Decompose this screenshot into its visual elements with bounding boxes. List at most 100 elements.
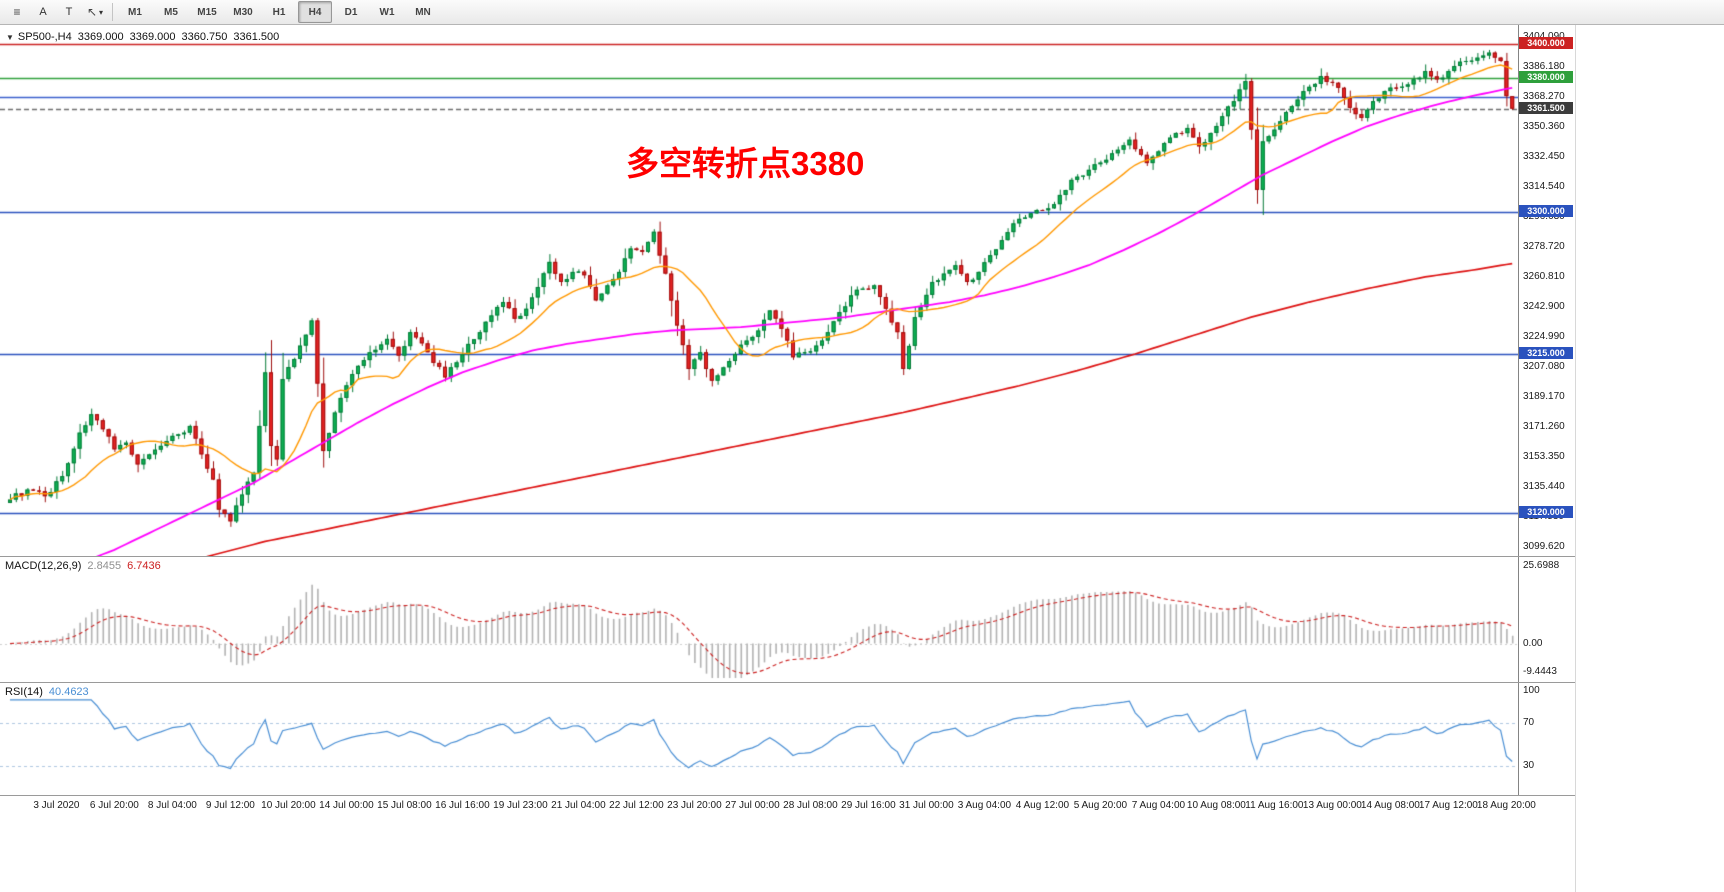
macd-panel: MACD(12,26,9) 2.8455 6.7436 [0, 557, 1518, 682]
price-tick-label: 3242.900 [1523, 301, 1565, 313]
time-axis-label: 11 Aug 16:00 [1245, 800, 1304, 811]
time-axis-label: 10 Jul 20:00 [261, 800, 316, 811]
rsi-label: RSI(14) 40.4623 [5, 686, 89, 698]
timeframe-mn-button[interactable]: MN [415, 6, 431, 18]
time-axis-label: 6 Jul 20:00 [89, 800, 139, 811]
price-tick-label: 3224.990 [1523, 331, 1565, 343]
rsi-tick-label: 70 [1523, 716, 1535, 728]
price-level-badge: 3400.000 [1519, 37, 1573, 50]
rsi-panel: RSI(14) 40.4623 [0, 683, 1518, 795]
price-chart-canvas[interactable] [0, 25, 1518, 556]
time-axis-label: 21 Jul 04:00 [551, 800, 606, 811]
time-axis-label: 5 Aug 20:00 [1073, 800, 1128, 811]
time-axis[interactable]: 3 Jul 2020 6 Jul 20:00 8 Jul 04:00 9 Jul 12… [0, 796, 1575, 816]
macd-tick-label: 25.6988 [1523, 560, 1560, 572]
price-level-badge: 3300.000 [1519, 204, 1573, 217]
panel-separator[interactable] [0, 556, 1575, 557]
price-tick-label: 3135.440 [1523, 481, 1565, 493]
annotate-text-a-button[interactable]: A [39, 6, 47, 18]
price-level-badge: 3120.000 [1519, 505, 1573, 518]
price-tick-label: 3314.540 [1523, 181, 1565, 193]
price-tick-label: 3189.170 [1523, 391, 1565, 403]
price-tick-label: 3404.090 [1523, 31, 1565, 42]
panel-separator[interactable] [0, 682, 1575, 683]
rsi-canvas[interactable] [0, 683, 1518, 795]
time-axis-label: 29 Jul 16:00 [841, 800, 896, 811]
quote-high: 3369.000 [129, 31, 176, 43]
timeframe-m5-button[interactable]: M5 [164, 6, 178, 18]
time-axis-label: 17 Aug 12:00 [1418, 800, 1478, 811]
macd-tick-label: -9.4443 [1523, 665, 1557, 677]
timeframe-w1-button[interactable]: W1 [379, 6, 395, 18]
rsi-tick-label: 30 [1523, 759, 1535, 771]
macd-value-main: 2.8455 [87, 560, 122, 572]
time-axis-label: 8 Jul 04:00 [147, 800, 197, 811]
rsi-value: 40.4623 [48, 686, 89, 698]
time-axis-label: 15 Jul 08:00 [377, 800, 432, 811]
quote-open: 3369.000 [77, 31, 124, 43]
timeframe-h4-button[interactable]: H4 [298, 1, 332, 23]
price-tick-label: 3207.080 [1523, 361, 1565, 373]
time-axis-label: 10 Aug 08:00 [1186, 800, 1246, 811]
time-axis-label: 16 Jul 16:00 [435, 800, 490, 811]
quote-symbol: SP500-,H4 [17, 31, 72, 43]
time-axis-label: 13 Aug 00:00 [1302, 800, 1362, 811]
chart-annotation-text: 多空转折点3380 [626, 145, 865, 182]
timeframe-d1-button[interactable]: D1 [344, 6, 358, 18]
time-axis-label: 31 Jul 00:00 [899, 800, 954, 811]
rsi-tick-label: 100 [1523, 684, 1540, 696]
timeframe-m15-button[interactable]: M15 [197, 6, 217, 18]
quote-line: ▼ SP500-,H4 3369.000 3369.000 3360.750 3361.5… [6, 31, 285, 43]
price-tick-label: 3350.360 [1523, 121, 1565, 133]
timeframe-m30-button[interactable]: M30 [233, 6, 253, 18]
toolbar: ≡ A T ↖ ▾ M1 M5 M15 M30 H1 H4 D1 W1 MN [0, 0, 1724, 25]
quote-close: 3361.500 [233, 31, 280, 43]
price-level-badge: 3361.500 [1519, 101, 1573, 114]
timeframe-m1-button[interactable]: M1 [128, 6, 142, 18]
collapse-icon[interactable]: ▼ [6, 33, 14, 42]
time-axis-label: 14 Aug 08:00 [1360, 800, 1420, 811]
time-axis-label: 22 Jul 12:00 [609, 800, 664, 811]
macd-label: MACD(12,26,9) 2.8455 6.7436 [5, 560, 161, 572]
time-axis-label: 7 Aug 04:00 [1131, 800, 1186, 811]
price-tick-label: 3153.350 [1523, 451, 1565, 463]
time-axis-label: 4 Aug 12:00 [1015, 800, 1070, 811]
time-axis-label: 14 Jul 00:00 [319, 800, 374, 811]
time-axis-label: 28 Jul 08:00 [783, 800, 838, 811]
macd-canvas[interactable] [0, 557, 1518, 682]
toolbar-separator [112, 3, 113, 21]
price-tick-label: 3171.260 [1523, 421, 1565, 433]
price-tick-label: 3296.630 [1523, 211, 1565, 223]
price-chart-panel: ▼ SP500-,H4 3369.000 3369.000 3360.750 3361.5… [0, 25, 1518, 556]
macd-scale[interactable]: 25.6988 0.00 -9.4443 [1518, 557, 1575, 682]
time-axis-label: 9 Jul 12:00 [205, 800, 255, 811]
timeframe-h1-button[interactable]: H1 [272, 6, 286, 18]
macd-tick-label: 0.00 [1523, 637, 1543, 649]
price-tick-label: 3099.620 [1523, 541, 1565, 553]
price-tick-label: 3386.180 [1523, 61, 1565, 73]
time-axis-label: 19 Jul 23:00 [493, 800, 548, 811]
macd-value-signal: 6.7436 [127, 560, 161, 572]
price-level-badge: 3380.000 [1519, 70, 1573, 83]
time-axis-label: 27 Jul 00:00 [725, 800, 780, 811]
time-axis-label: 3 Jul 2020 [33, 800, 80, 811]
chart-list-icon[interactable]: ≡ [13, 5, 21, 19]
cursor-tool-dropdown[interactable]: ↖ ▾ [83, 1, 107, 23]
time-axis-label: 23 Jul 20:00 [667, 800, 722, 811]
time-axis-label: 3 Aug 04:00 [957, 800, 1012, 811]
annotate-label-t-button[interactable]: T [65, 6, 73, 18]
price-tick-label: 3260.810 [1523, 271, 1565, 283]
price-level-badge: 3215.000 [1519, 346, 1573, 359]
price-tick-label: 3278.720 [1523, 241, 1565, 253]
time-axis-label: 18 Aug 20:00 [1476, 800, 1536, 811]
chevron-down-icon: ▾ [99, 7, 104, 17]
cursor-icon: ↖ [86, 5, 98, 19]
empty-workspace-area [1575, 25, 1724, 892]
quote-low: 3360.750 [181, 31, 228, 43]
price-scale[interactable]: 3404.090 3386.180 3368.270 3350.360 3332.450… [1518, 25, 1575, 556]
rsi-scale[interactable]: 100 70 30 [1518, 683, 1575, 795]
price-tick-label: 3368.270 [1523, 91, 1565, 103]
panel-separator [0, 795, 1575, 796]
price-tick-label: 3332.450 [1523, 151, 1565, 163]
